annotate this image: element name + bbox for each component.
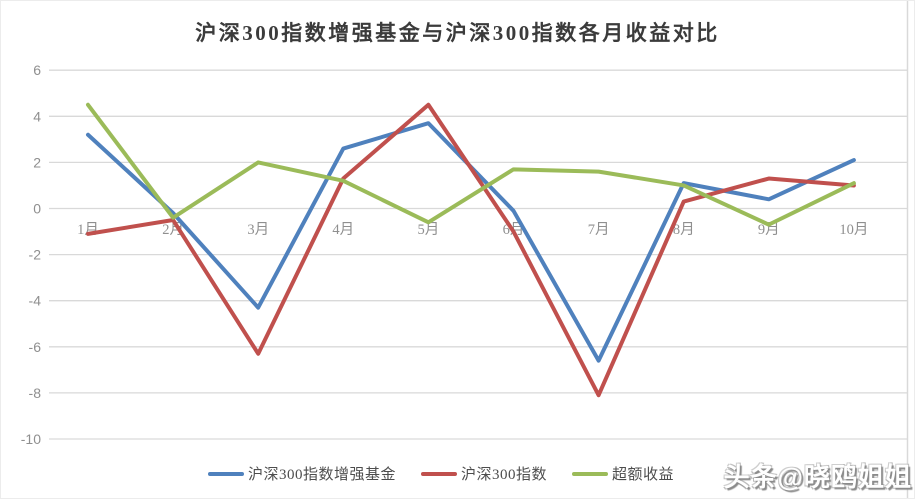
- y-axis-tick-label: -4: [29, 293, 42, 309]
- y-axis-tick-label: 0: [33, 201, 41, 217]
- y-axis-tick-label: 4: [33, 108, 41, 124]
- chart-title: 沪深300指数增强基金与沪深300指数各月收益对比: [195, 21, 720, 45]
- y-axis-tick-label: -6: [29, 339, 42, 355]
- x-axis-tick-label: 10月: [839, 222, 868, 238]
- legend-label: 超额收益: [612, 467, 675, 483]
- x-axis-tick-label: 7月: [588, 222, 610, 238]
- x-axis-tick-label: 9月: [758, 222, 780, 238]
- legend-item-enhanced-fund[interactable]: 沪深300指数增强基金: [207, 463, 396, 484]
- y-axis-tick-label: 2: [33, 154, 41, 170]
- series-line-0[interactable]: [86, 121, 856, 363]
- chart-legend: 沪深300指数增强基金 沪深300指数 超额收益: [1, 463, 881, 484]
- series-line-2[interactable]: [86, 102, 856, 227]
- legend-label: 沪深300指数: [460, 467, 547, 483]
- y-axis-tick-label: -10: [21, 431, 41, 447]
- legend-item-csi300-index[interactable]: 沪深300指数: [420, 463, 547, 484]
- x-axis-tick-label: 3月: [247, 222, 269, 238]
- legend-item-excess-return[interactable]: 超额收益: [572, 463, 674, 484]
- x-axis-tick-label: 5月: [418, 222, 440, 238]
- watermark: 头条@晓鸥姐姐: [723, 462, 912, 492]
- y-axis-tick-label: 6: [33, 62, 41, 78]
- fund-line-swatch-icon: [207, 471, 244, 476]
- index-line-swatch-icon: [420, 471, 457, 476]
- y-axis-tick-label: -2: [29, 247, 42, 263]
- x-axis-tick-label: 8月: [673, 222, 695, 238]
- y-axis-tick-label: -8: [29, 385, 42, 401]
- legend-label: 沪深300指数增强基金: [247, 467, 396, 483]
- x-axis-tick-label: 4月: [332, 222, 354, 238]
- series-line-1[interactable]: [86, 102, 856, 398]
- excess-line-swatch-icon: [572, 471, 608, 476]
